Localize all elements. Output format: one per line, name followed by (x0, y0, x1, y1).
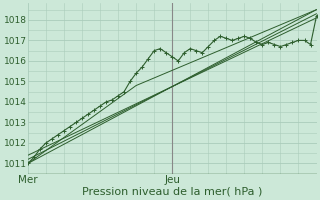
X-axis label: Pression niveau de la mer( hPa ): Pression niveau de la mer( hPa ) (82, 187, 262, 197)
